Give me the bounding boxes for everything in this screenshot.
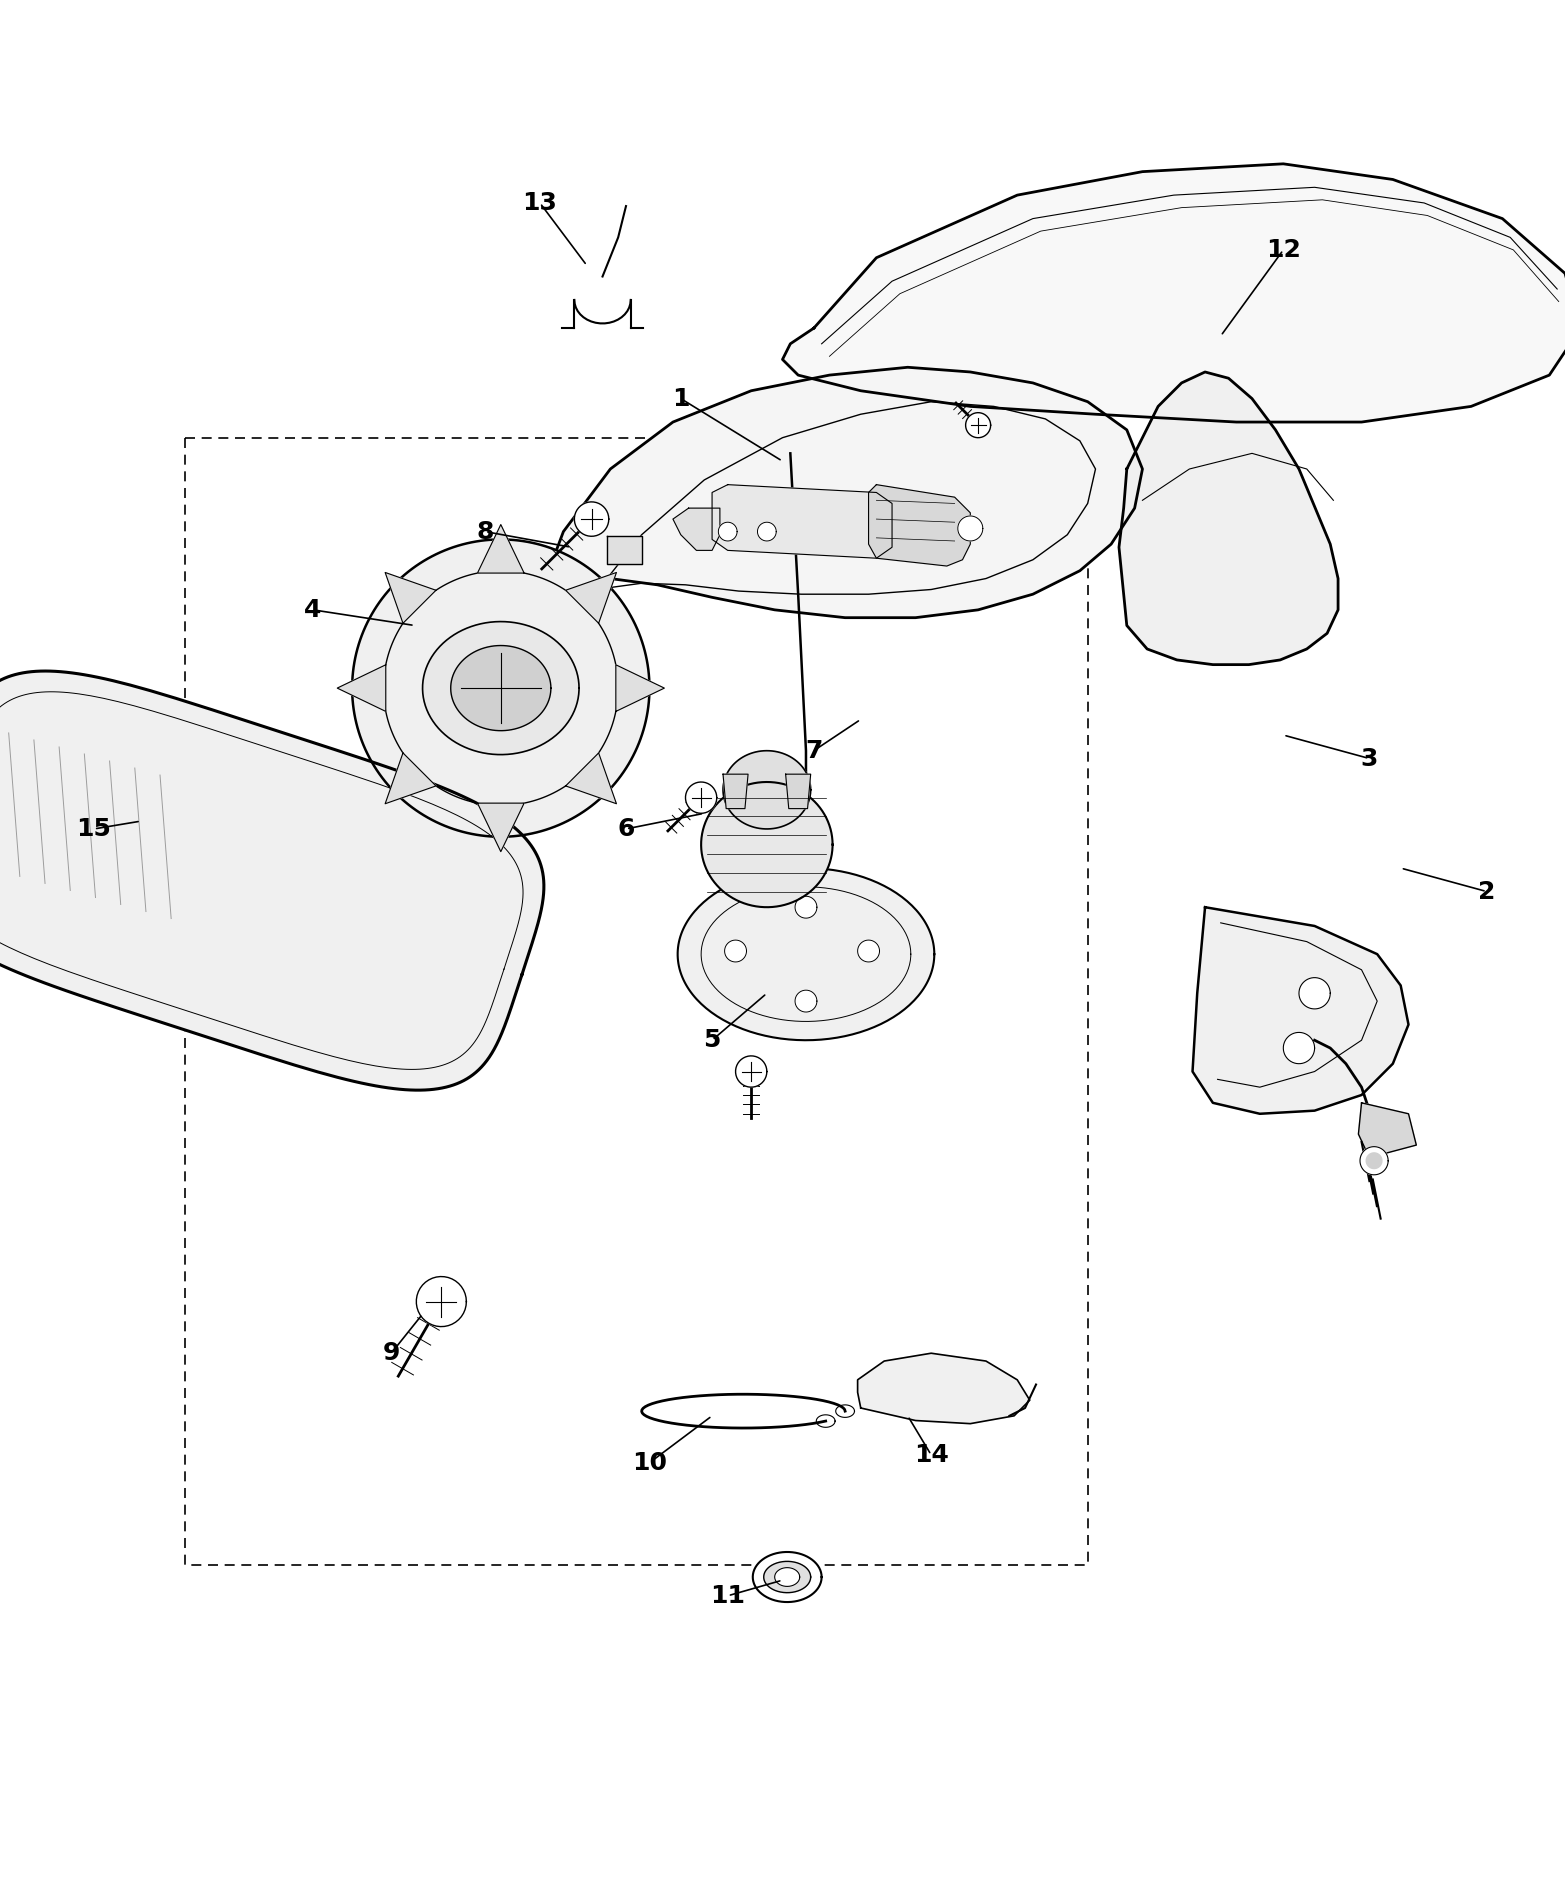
Polygon shape	[565, 753, 617, 803]
Text: 9: 9	[382, 1342, 401, 1365]
Polygon shape	[477, 803, 524, 852]
Text: 2: 2	[1477, 880, 1496, 903]
Polygon shape	[764, 1562, 811, 1594]
Polygon shape	[1193, 907, 1408, 1113]
Polygon shape	[736, 1057, 767, 1087]
Polygon shape	[607, 537, 642, 565]
Text: 12: 12	[1266, 238, 1301, 263]
Polygon shape	[1360, 1147, 1388, 1175]
Polygon shape	[958, 516, 983, 541]
Polygon shape	[786, 773, 811, 809]
Text: 11: 11	[711, 1584, 745, 1609]
Polygon shape	[574, 501, 609, 537]
Polygon shape	[757, 522, 776, 541]
Polygon shape	[795, 895, 817, 918]
Polygon shape	[673, 509, 720, 550]
Polygon shape	[451, 646, 551, 730]
Polygon shape	[685, 783, 717, 813]
Text: 15: 15	[77, 816, 111, 841]
Text: 14: 14	[914, 1443, 948, 1468]
Polygon shape	[701, 783, 833, 907]
Text: 6: 6	[617, 816, 635, 841]
Polygon shape	[966, 413, 991, 437]
Polygon shape	[1366, 1152, 1382, 1169]
Polygon shape	[1299, 978, 1330, 1010]
Polygon shape	[423, 621, 579, 755]
Polygon shape	[1358, 1104, 1416, 1158]
Polygon shape	[858, 940, 880, 963]
Polygon shape	[723, 751, 811, 830]
Text: 8: 8	[476, 520, 495, 544]
Text: 10: 10	[632, 1451, 667, 1475]
Polygon shape	[385, 572, 437, 623]
Polygon shape	[416, 1276, 466, 1327]
Text: 7: 7	[804, 740, 823, 762]
Polygon shape	[352, 539, 649, 837]
Polygon shape	[678, 867, 934, 1040]
Polygon shape	[782, 163, 1565, 422]
Text: 4: 4	[304, 599, 322, 621]
Polygon shape	[753, 1552, 822, 1603]
Polygon shape	[565, 572, 617, 623]
Polygon shape	[869, 484, 970, 567]
Polygon shape	[1283, 1032, 1315, 1064]
Polygon shape	[723, 773, 748, 809]
Polygon shape	[712, 484, 892, 557]
Polygon shape	[617, 664, 664, 711]
Polygon shape	[775, 1567, 800, 1586]
Polygon shape	[858, 1353, 1030, 1423]
Polygon shape	[477, 524, 524, 572]
Polygon shape	[795, 991, 817, 1012]
Polygon shape	[385, 753, 437, 803]
Text: 3: 3	[1360, 747, 1379, 771]
Polygon shape	[1119, 372, 1338, 664]
Text: 1: 1	[671, 387, 690, 411]
Polygon shape	[718, 522, 737, 541]
Polygon shape	[540, 368, 1142, 618]
Text: 13: 13	[523, 191, 557, 216]
Text: 5: 5	[703, 1029, 721, 1053]
Polygon shape	[0, 672, 545, 1091]
Polygon shape	[338, 664, 385, 711]
Polygon shape	[725, 940, 747, 963]
